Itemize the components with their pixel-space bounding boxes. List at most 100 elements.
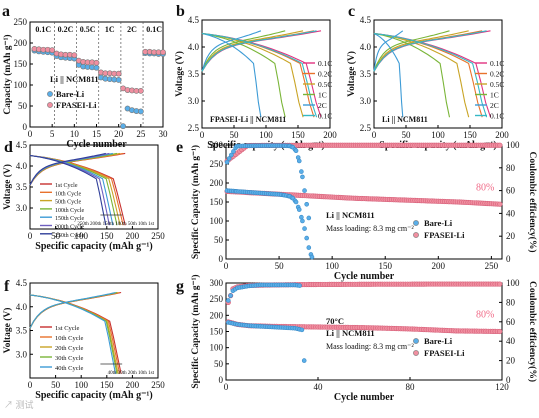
ytick-label-e: 200 <box>210 178 224 188</box>
ytick-label-e: 100 <box>210 216 224 226</box>
legend-label-40th Cycle: 40th Cycle <box>55 365 83 372</box>
legend-label-FPASEI-Li: FPASEI-Li <box>424 230 465 240</box>
y2label-e: Coulombic efficiency(%) <box>527 151 538 252</box>
bare-capacity-point <box>301 358 307 363</box>
bare-capacity-point <box>300 218 305 224</box>
ytick-label-e: 150 <box>210 197 224 207</box>
point-FPASEI-Li <box>71 52 78 59</box>
xtick-label-b: 100 <box>259 130 273 140</box>
xtick-label-a: 15 <box>92 129 102 139</box>
cell-label-g: Li || NCM811 <box>326 328 375 338</box>
bare-ce-point <box>302 188 307 193</box>
legend-label-1st Cycle: 1st Cycle <box>55 183 78 189</box>
legend-label-0.5C: 0.5C <box>490 80 504 89</box>
ylabel-a: Capacity (mAh g⁻¹) <box>2 34 13 114</box>
charge-curve-0.1C <box>201 30 317 72</box>
bare-capacity-point <box>309 254 315 260</box>
panel-label-a: a <box>2 3 10 20</box>
bare-ce-point <box>229 152 234 158</box>
ytick-label-e: 250 <box>210 159 224 169</box>
xtick-label-b: 50 <box>230 130 240 140</box>
ytick-label-g: 250 <box>210 294 224 304</box>
xtick-label-d: 200 <box>126 231 140 241</box>
legend-label-Bare-Li: Bare-Li <box>424 218 453 228</box>
y2tick-label-g: 100 <box>506 278 520 288</box>
xtick-label-a: 10 <box>70 129 80 139</box>
ytick-label-g: 200 <box>210 310 224 320</box>
ytick-label-a: 200 <box>14 38 28 48</box>
xtick-label-d: 50 <box>51 231 61 241</box>
ytick-label-e: 300 <box>210 140 224 150</box>
legend-label-0.1C: 0.1C <box>490 112 504 121</box>
xtick-label-b: 150 <box>291 130 305 140</box>
ytick-label-c: 4.5 <box>360 15 372 25</box>
legend-marker-Bare-Li <box>47 91 53 97</box>
bare-ce-point <box>224 159 230 165</box>
rate-label: 1C <box>105 25 115 34</box>
ylabel-e: Specific Capacity (mAh g⁻¹) <box>190 145 201 259</box>
bare-ce-point <box>226 298 231 303</box>
legend-label-1C: 1C <box>318 91 327 100</box>
xtick-label-c: 0 <box>372 130 377 140</box>
xtick-label-d: 0 <box>28 231 33 241</box>
legend-marker-FPASEI-Li <box>413 232 419 238</box>
xtick-label-f: 0 <box>28 380 33 390</box>
bare-capacity-point <box>296 207 302 212</box>
charge-curve-0.5C <box>201 30 304 72</box>
bare-ce-point <box>299 169 304 174</box>
panel-label-d: d <box>4 139 13 156</box>
fpasei-ce-point <box>497 281 503 287</box>
legend-label-0.2C: 0.2C <box>490 70 504 79</box>
charge-curve-2C <box>201 30 262 72</box>
rate-label: 0.2C <box>58 25 74 34</box>
ytick-label-b: 3.5 <box>188 69 200 79</box>
legend-label-200th Cycle: 200th Cycle <box>55 225 84 231</box>
temp-label-g: 70°C <box>326 316 344 326</box>
ytick-label-e: 50 <box>214 235 224 245</box>
bare-ce-point <box>304 201 309 207</box>
ytick-label-e: 0 <box>219 254 224 264</box>
xtick-label-c: 150 <box>463 130 477 140</box>
bare-ce-point <box>297 283 302 288</box>
ytick-label-f: 4.0 <box>16 302 28 312</box>
arrow-label-d: 250th 200th 150th 100th 50th 10th 1st <box>77 222 154 227</box>
discharge-curve-1C <box>373 32 451 118</box>
xtick-label-e: 150 <box>378 261 392 271</box>
xtick-label-f: 50 <box>51 380 61 390</box>
xtick-label-a: 20 <box>114 129 124 139</box>
bare-ce-point <box>293 148 299 153</box>
fpasei-ce-point <box>497 142 503 148</box>
discharge-curve-0.2C <box>373 32 483 118</box>
xtick-label-a: 30 <box>159 129 169 139</box>
xtick-label-a: 25 <box>136 129 146 139</box>
bare-capacity-point <box>304 235 309 241</box>
ytick-label-f: 3.5 <box>16 326 28 336</box>
ytick-label-g: 150 <box>210 327 224 337</box>
ytick-label-d: 3.0 <box>16 203 28 213</box>
legend-label-Bare-Li: Bare-Li <box>56 89 85 99</box>
xtick-label-e: 250 <box>485 261 499 271</box>
ytick-label-c: 2.5 <box>360 123 372 133</box>
bare-ce-point <box>228 293 233 298</box>
bare-ce-point <box>226 156 232 161</box>
legend-label-10th Cycle: 10th Cycle <box>55 191 81 197</box>
cell-label-c: Li || NCM811 <box>382 115 428 124</box>
y2tick-label-g: 60 <box>506 317 516 327</box>
xtick-label-e: 0 <box>224 261 229 271</box>
ylabel-g: Specific Capacity (mAh g⁻¹) <box>190 274 201 388</box>
cell-label-a: Li || NCM811 <box>50 74 99 84</box>
ytick-label-d: 4.0 <box>16 161 28 171</box>
panel-label-f: f <box>4 278 10 295</box>
legend-label-FPASEI-Li: FPASEI-Li <box>424 348 465 358</box>
xtick-label-d: 100 <box>74 231 88 241</box>
ytick-label-b: 4.0 <box>188 42 200 52</box>
legend-label-150th Cycle: 150th Cycle <box>55 216 84 222</box>
ytick-label-g: 100 <box>210 343 224 353</box>
xlabel-d: Specific capacity (mAh g⁻¹) <box>35 241 152 252</box>
y2label-g: Coulombic efficiency(%) <box>527 281 538 382</box>
xtick-label-g: 0 <box>224 382 229 392</box>
bare-capacity-point <box>302 226 307 231</box>
bare-ce-point <box>296 158 302 164</box>
ytick-label-d: 4.5 <box>16 140 28 150</box>
point-FPASEI-Li <box>49 47 56 54</box>
